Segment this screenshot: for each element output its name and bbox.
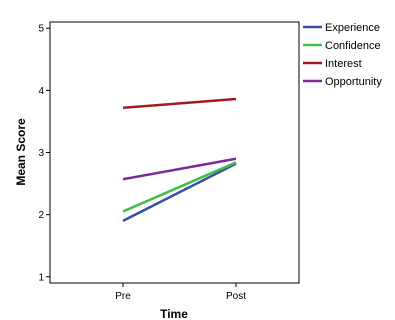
y-tick-label: 2 <box>38 210 44 221</box>
series-line-interest <box>122 97 237 110</box>
series-line-experience <box>122 162 237 222</box>
x-axis-ticks: Pre Post <box>115 283 246 302</box>
legend-label-confidence: Confidence <box>325 40 381 52</box>
x-tick-label-post: Post <box>226 291 246 302</box>
x-axis-title: Time <box>160 307 188 320</box>
y-tick-label: 4 <box>38 86 44 97</box>
x-tick-label-pre: Pre <box>115 291 131 302</box>
series-line-confidence <box>122 161 237 213</box>
y-tick-label: 1 <box>38 272 44 283</box>
y-axis-title: Mean Score <box>14 118 28 186</box>
legend: Experience Confidence Interest Opportunity <box>303 22 382 88</box>
y-axis-ticks: 1 2 3 4 5 <box>38 24 50 283</box>
plot-area-frame <box>49 21 300 284</box>
legend-label-interest: Interest <box>325 58 362 70</box>
y-tick-label: 3 <box>38 148 44 159</box>
y-tick-label: 5 <box>38 24 44 35</box>
legend-label-experience: Experience <box>325 22 380 34</box>
series-lines <box>122 97 237 222</box>
series-line-opportunity <box>122 157 237 181</box>
legend-label-opportunity: Opportunity <box>325 76 382 88</box>
